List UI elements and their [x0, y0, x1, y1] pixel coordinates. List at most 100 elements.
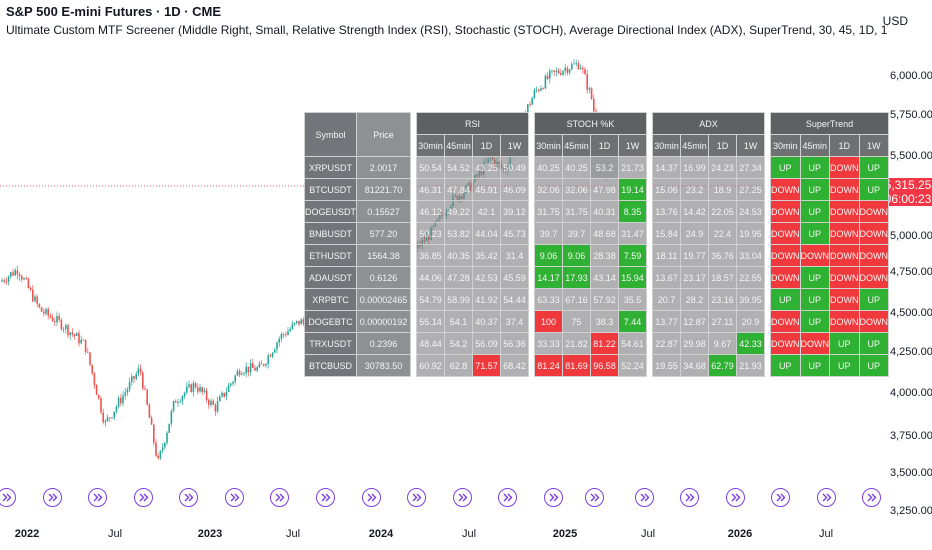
candle-body [87, 351, 89, 353]
st-value-cell: UP [799, 178, 831, 201]
adx-value-cell: 18.57 [708, 266, 738, 289]
economic-event-icon[interactable] [544, 488, 563, 507]
candle-body [124, 392, 126, 396]
time-axis[interactable]: 2022 Jul 2023 Jul 2024 Jul 2025 Jul 2026 Jul [0, 522, 884, 550]
economic-event-icon[interactable] [585, 488, 604, 507]
column-gap [764, 200, 772, 223]
economic-event-icon[interactable] [0, 488, 16, 507]
candle-body [535, 89, 538, 91]
candle-body [588, 88, 591, 90]
stoch-value-cell: 40.25 [534, 156, 564, 179]
adx-value-cell: 19.95 [736, 222, 766, 245]
time-tick: Jul [107, 528, 123, 540]
economic-event-icon[interactable] [453, 488, 472, 507]
price-cell: 30783.50 [356, 354, 412, 377]
economic-event-icon[interactable] [225, 488, 244, 507]
rsi-value-cell: 60.92 [416, 354, 446, 377]
candle-body [300, 319, 302, 325]
currency-label[interactable]: USD [882, 14, 908, 28]
candle-body [201, 387, 203, 393]
candle-body [120, 397, 122, 404]
timeframe-header: 45min [444, 134, 474, 157]
economic-event-icon[interactable] [680, 488, 699, 507]
adx-value-cell: 13.76 [652, 200, 682, 223]
candle-body [122, 395, 124, 404]
column-gap [764, 354, 772, 377]
bar-countdown: 06:00:23 [884, 192, 932, 206]
candle-body [60, 319, 63, 330]
column-gap [764, 156, 772, 179]
candle-body [302, 319, 305, 324]
price-tick: 3,500.00 [890, 467, 932, 479]
stoch-value-cell: 48.68 [590, 222, 620, 245]
stoch-value-cell: 81.22 [590, 332, 620, 355]
st-value-cell: UP [770, 156, 801, 179]
candle-body [557, 70, 560, 74]
economic-event-icon[interactable] [270, 488, 289, 507]
price-cell: 577.20 [356, 222, 412, 245]
stoch-value-cell: 100 [534, 310, 564, 333]
candle-body [98, 394, 100, 399]
candle-body [157, 455, 159, 459]
candle-body [62, 328, 65, 330]
rsi-value-cell: 40.37 [472, 310, 502, 333]
candle-body [582, 67, 584, 70]
candle-body [590, 88, 593, 99]
candle-body [538, 89, 540, 91]
chart-title[interactable]: S&P 500 E-mini Futures · 1D · CME [6, 4, 222, 19]
stoch-value-cell: 67.16 [562, 288, 592, 311]
st-value-cell: DOWN [770, 266, 801, 289]
price-cell: 81221.70 [356, 178, 412, 201]
stoch-value-cell: 15.94 [618, 266, 648, 289]
rsi-value-cell: 47.28 [444, 266, 474, 289]
economic-event-icon[interactable] [316, 488, 335, 507]
rsi-value-cell: 56.09 [472, 332, 502, 355]
economic-event-icon[interactable] [179, 488, 198, 507]
economic-event-icon[interactable] [134, 488, 153, 507]
candle-body [148, 404, 151, 418]
candle-body [223, 392, 225, 397]
st-value-cell: UP [858, 354, 890, 377]
price-axis[interactable]: 6,000.00 5,750.00 5,500.00 5,000.00 4,750.00… [884, 0, 932, 520]
screener-row: TRXUSDT 0.2396 48.44 54.2 56.09 56.36 33.33 21.… [303, 332, 890, 355]
candle-body [84, 339, 87, 352]
candle-body [256, 367, 258, 371]
economic-event-icon[interactable] [498, 488, 517, 507]
candle-body [544, 75, 547, 89]
timeframe-header: 1D [472, 134, 502, 157]
rsi-value-cell: 43.25 [472, 156, 502, 179]
economic-event-icon[interactable] [726, 488, 745, 507]
rsi-value-cell: 46.12 [416, 200, 446, 223]
economic-event-icon[interactable] [635, 488, 654, 507]
st-value-cell: UP [799, 354, 831, 377]
candle-body [142, 372, 144, 389]
economic-event-icon[interactable] [407, 488, 426, 507]
st-value-cell: DOWN [770, 244, 801, 267]
candle-body [241, 374, 243, 375]
timeframe-header: 1D [708, 134, 738, 157]
group-header: ADX [652, 112, 766, 135]
economic-event-icon[interactable] [362, 488, 381, 507]
adx-value-cell: 23.16 [708, 288, 738, 311]
candle-body [192, 383, 195, 393]
economic-event-icon[interactable] [43, 488, 62, 507]
candle-body [117, 397, 120, 407]
candle-body [27, 278, 30, 288]
candle-body [166, 432, 168, 443]
candle-body [285, 334, 287, 336]
screener-row: ADAUSDT 0.6126 44.06 47.28 42.53 45.59 14.17 17… [303, 266, 890, 289]
economic-event-icon[interactable] [771, 488, 790, 507]
candle-body [146, 389, 148, 405]
indicator-legend[interactable]: Ultimate Custom MTF Screener (Middle Rig… [6, 23, 888, 37]
symbol-cell: TRXUSDT [303, 332, 358, 355]
group-header: SuperTrend [770, 112, 890, 135]
economic-event-icon[interactable] [817, 488, 836, 507]
candle-body [100, 398, 102, 413]
stoch-value-cell: 43.14 [590, 266, 620, 289]
price-cell: 0.00002465 [356, 288, 412, 311]
economic-event-icon[interactable] [862, 488, 881, 507]
adx-value-cell: 13.77 [652, 310, 682, 333]
column-gap [764, 178, 772, 201]
economic-event-icon[interactable] [88, 488, 107, 507]
price-tick: 4,250.00 [890, 346, 932, 358]
